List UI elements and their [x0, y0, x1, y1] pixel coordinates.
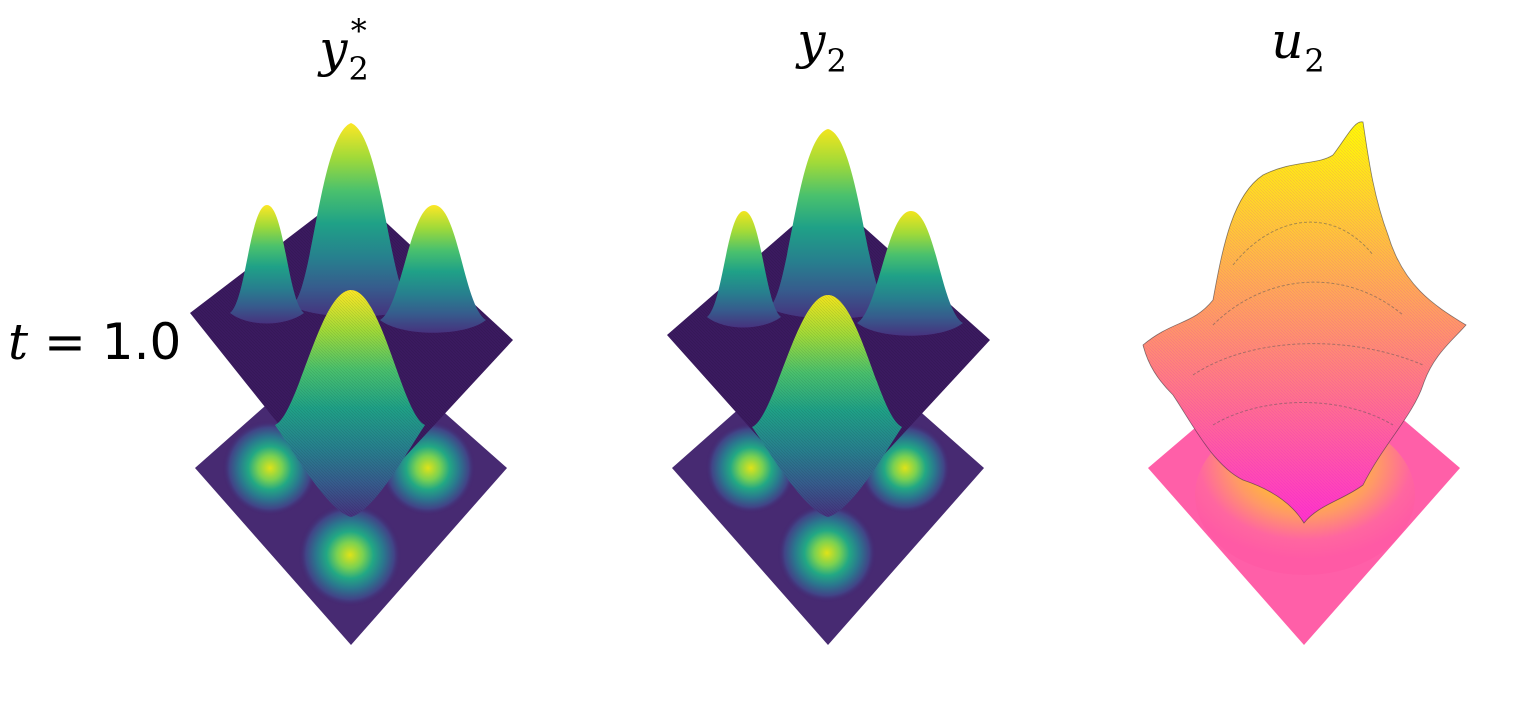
contour-blob: [298, 503, 402, 607]
panel-title-y2-star: y2*: [193, 12, 493, 88]
surface-peak: [857, 211, 963, 336]
panel-title-u2: u2: [1148, 12, 1448, 80]
surface-contour-line: [1212, 402, 1394, 426]
surface-contour-line: [1212, 281, 1404, 326]
row-label-time: t = 1.0: [8, 313, 181, 371]
surface-mesh-overlay: [275, 290, 425, 517]
title-sub: 2: [1304, 42, 1325, 80]
surface-mesh-overlay: [1143, 121, 1466, 523]
surface-mesh-overlay: [752, 295, 902, 517]
title-base: u: [1271, 12, 1304, 70]
contour-blob: [777, 503, 877, 603]
row-label-var: t: [8, 313, 29, 371]
row-label-value: = 1.0: [28, 313, 182, 371]
surface-plot-y2: [667, 129, 990, 645]
panel-title-y2: y2: [672, 12, 972, 80]
surface-peak: [769, 129, 889, 319]
title-sup: *: [350, 12, 367, 50]
surface-contour-line: [1192, 343, 1424, 376]
surface-peak: [380, 205, 486, 333]
surface-peak: [230, 205, 304, 324]
surface-peak: [707, 211, 781, 328]
surface-contour-line: [1232, 221, 1374, 266]
title-base: y: [797, 12, 826, 70]
title-base: y: [319, 20, 348, 78]
surface-plot-u2: [1142, 121, 1467, 645]
surface-plot-y2-star: [190, 123, 513, 645]
surface-peak: [292, 123, 412, 317]
title-sub: 2: [348, 50, 369, 88]
title-sub: 2: [826, 42, 847, 80]
